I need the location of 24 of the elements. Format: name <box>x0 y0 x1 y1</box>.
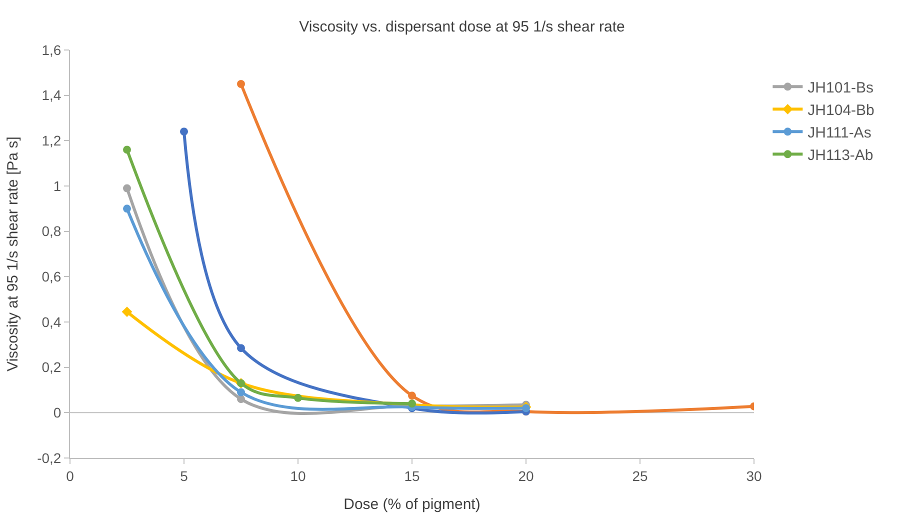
legend-label: JH111-As <box>808 124 872 142</box>
x-tick-label: 0 <box>66 468 74 484</box>
x-tick-label: 5 <box>180 468 188 484</box>
x-tick-label: 20 <box>518 468 534 484</box>
y-tick-label: 0,6 <box>42 268 62 285</box>
legend-label: JH104-Bb <box>808 102 874 119</box>
x-tick-label: 30 <box>746 468 762 484</box>
y-tick-label: 1 <box>53 178 62 194</box>
chart-title: Viscosity vs. dispersant dose at 95 1/s shear rate <box>299 18 625 36</box>
y-tick-label: 1,4 <box>42 87 62 104</box>
y-tick-label: 1,2 <box>42 132 62 149</box>
x-tick-label: 15 <box>404 468 420 484</box>
y-tick-label: 0 <box>53 404 62 421</box>
y-axis-title: Viscosity at 95 1/s shear rate [Pa s] <box>4 136 22 372</box>
x-tick-label: 10 <box>290 468 306 484</box>
y-tick-label: 0,2 <box>42 359 62 376</box>
legend-label: JH101-Bs <box>808 80 874 96</box>
legend-label: JH113-Ab <box>808 147 874 164</box>
y-tick-label: -0,2 <box>37 450 62 466</box>
y-tick-label: 0,8 <box>42 223 62 240</box>
x-axis-title: Dose (% of pigment) <box>344 496 480 513</box>
y-tick-label: 0,4 <box>42 314 62 330</box>
x-tick-label: 25 <box>632 468 648 484</box>
y-tick-label: 1,6 <box>42 42 62 58</box>
